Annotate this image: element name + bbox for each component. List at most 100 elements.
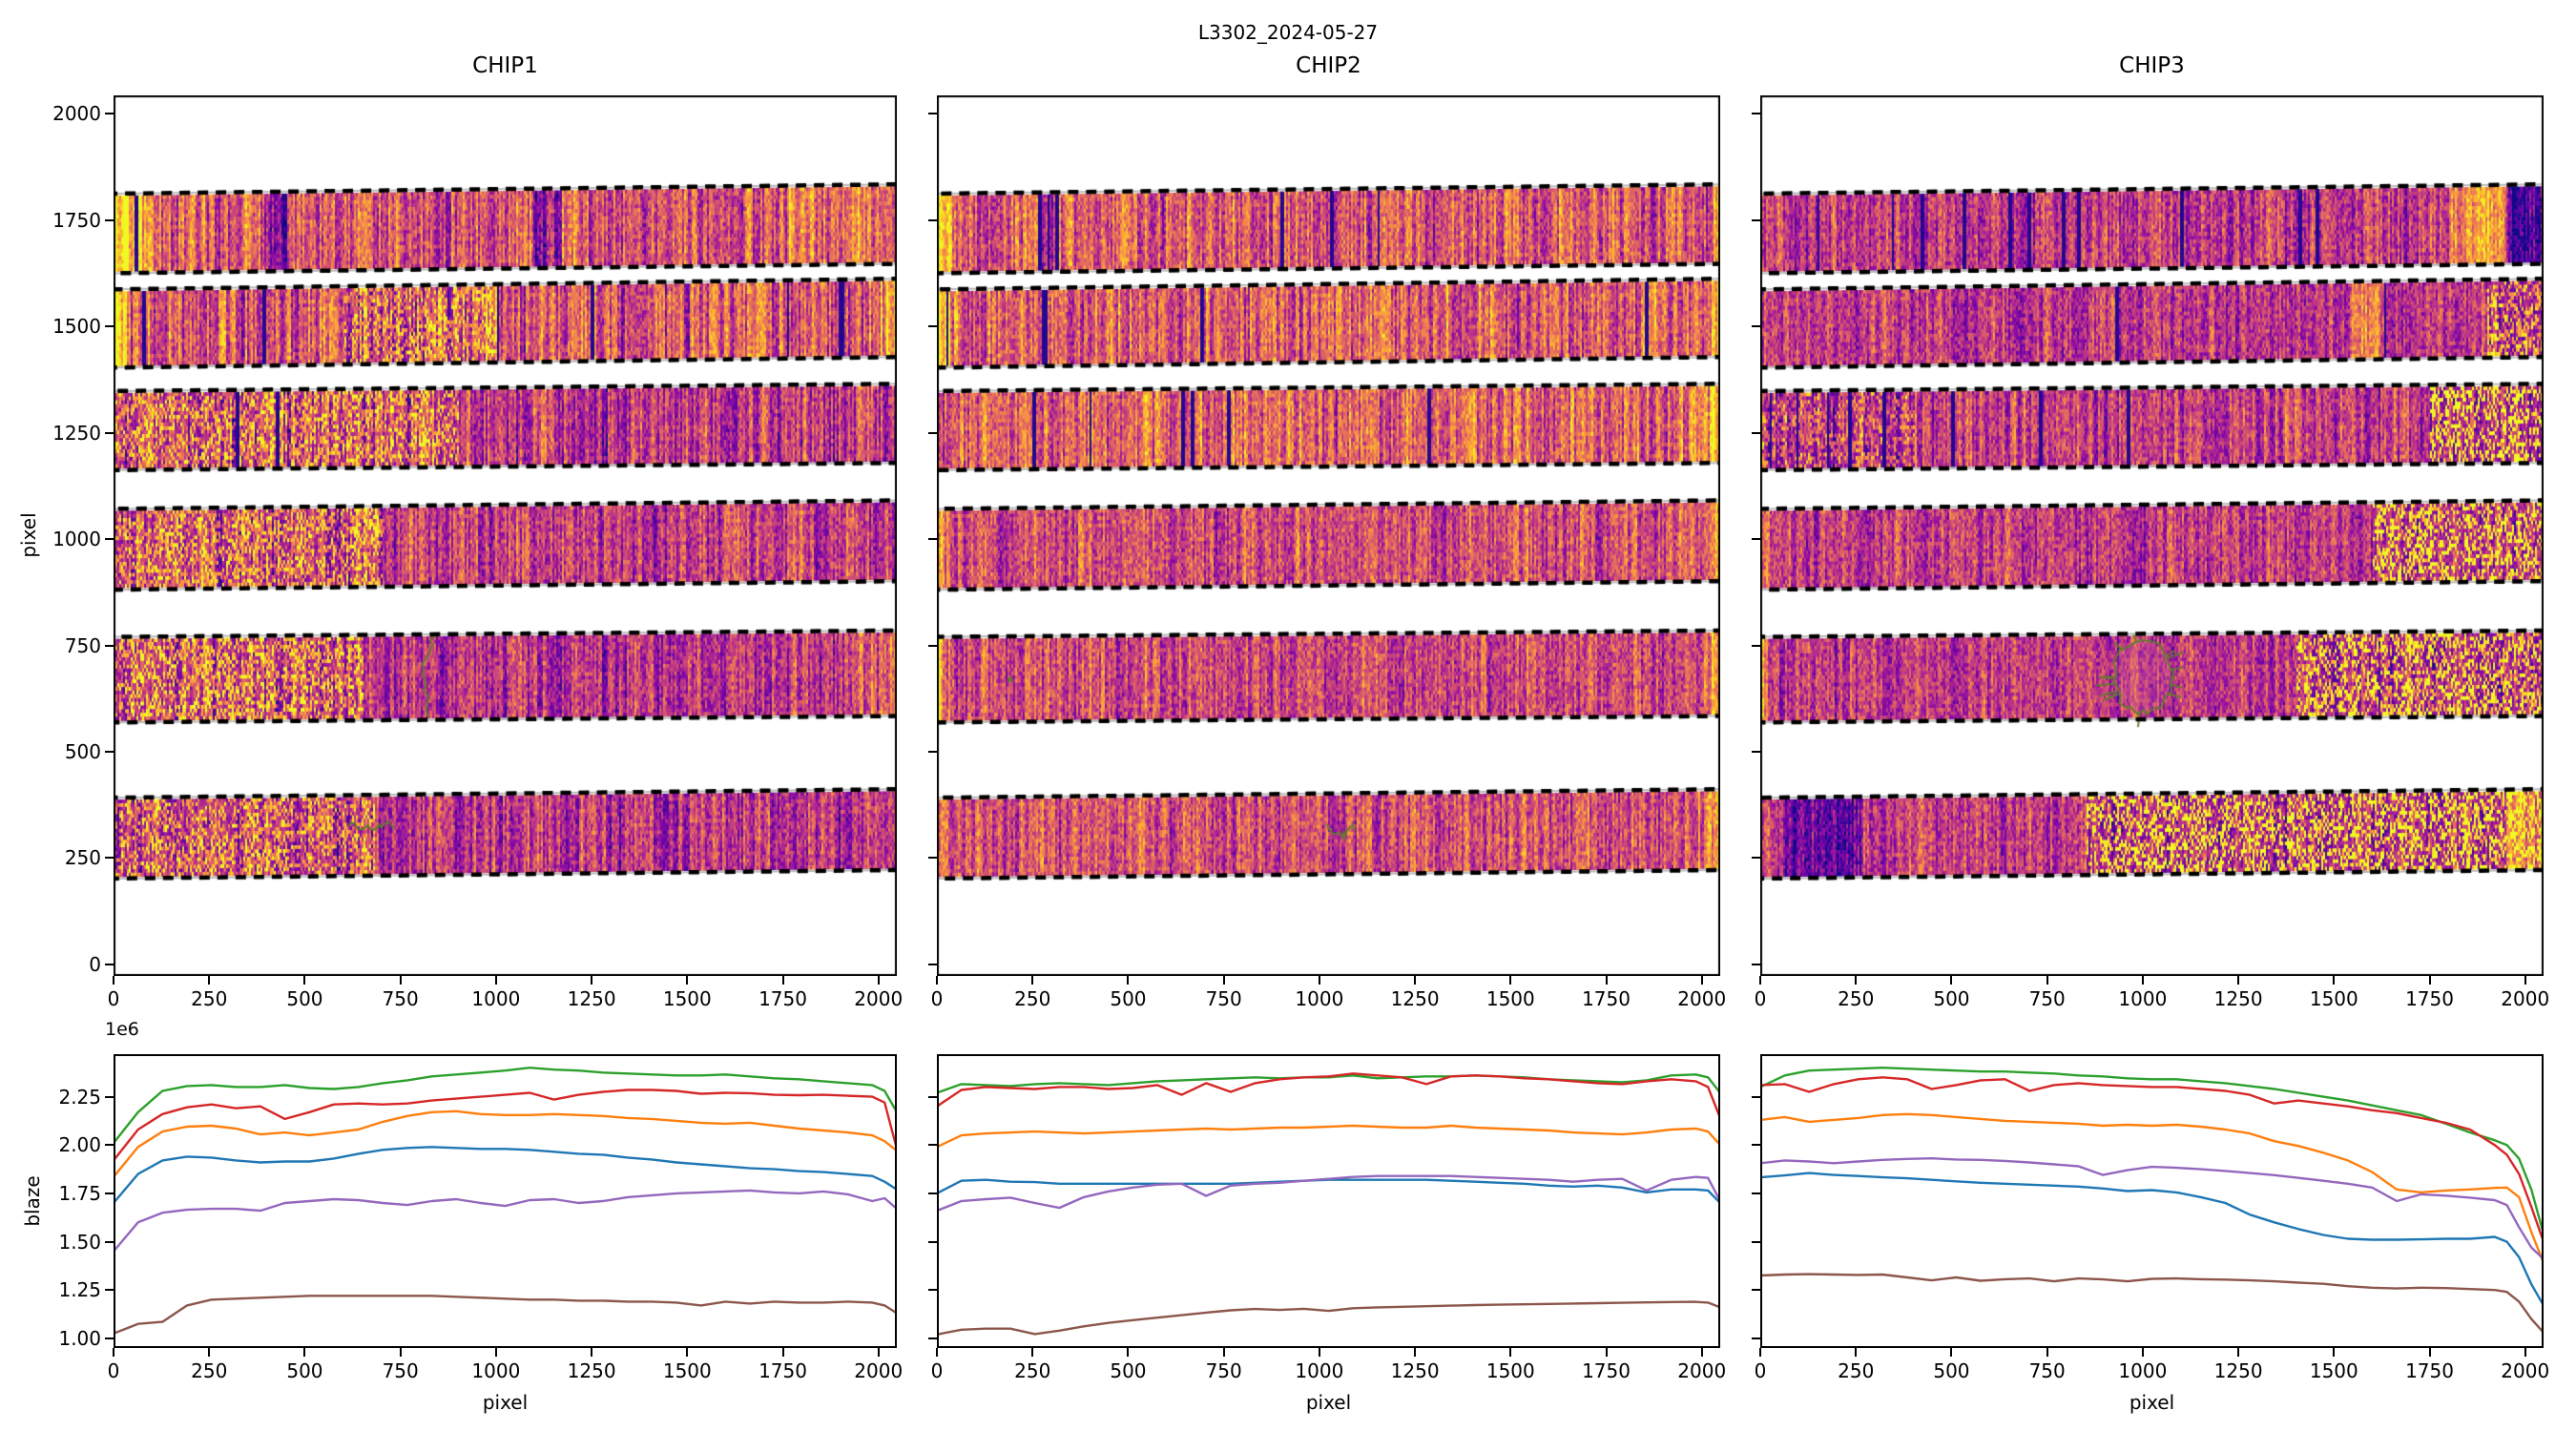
tick-label: 1000 (2118, 987, 2168, 1010)
tick-label: 2000 (52, 102, 101, 126)
tick-mark (928, 1192, 937, 1194)
tick-mark (303, 1348, 306, 1357)
tick-mark (1127, 976, 1130, 985)
tick-label: 500 (64, 740, 101, 763)
tick-label: 1250 (1390, 987, 1440, 1010)
tick-mark (1127, 1348, 1130, 1357)
tick-mark (105, 1095, 114, 1098)
tick-mark (105, 1289, 114, 1292)
tick-label: 1750 (2405, 1359, 2454, 1382)
tick-mark (2141, 1348, 2144, 1357)
tick-mark (781, 1348, 784, 1357)
tick-mark (928, 857, 937, 860)
tick-mark (208, 1348, 211, 1357)
tick-label: 1000 (1295, 987, 1344, 1010)
tick-mark (208, 976, 211, 985)
chip1-title: CHIP1 (472, 53, 538, 78)
tick-mark (781, 976, 784, 985)
axes-frame (937, 1054, 1720, 1348)
tick-label: 1250 (1390, 1359, 1440, 1382)
tick-label: 1000 (1295, 1359, 1344, 1382)
chip1_blaze-svg (114, 1054, 897, 1348)
tick-label: 250 (1014, 987, 1051, 1010)
tick-mark (686, 1348, 689, 1357)
tick-label: 1000 (2118, 1359, 2168, 1382)
blaze-series-brown (1760, 1273, 2544, 1334)
tick-mark (1222, 1348, 1225, 1357)
tick-label: 1500 (1485, 987, 1535, 1010)
tick-label: 1.75 (58, 1181, 101, 1205)
tick-mark (105, 113, 114, 115)
tick-mark (105, 1144, 114, 1147)
tick-label: 1500 (2309, 1359, 2358, 1382)
tick-mark (1950, 976, 1953, 985)
chip1-blaze-plot (114, 1054, 897, 1348)
tick-mark (105, 218, 114, 221)
tick-mark (928, 538, 937, 541)
tick-mark (877, 1348, 880, 1357)
tick-mark (113, 1348, 114, 1357)
tick-label: 1000 (471, 1359, 521, 1382)
tick-label: 1.25 (58, 1278, 101, 1302)
tick-label: 0 (930, 987, 944, 1010)
chip3-x-axis-label: pixel (2129, 1391, 2175, 1414)
tick-mark (1318, 976, 1320, 985)
tick-label: 1750 (758, 1359, 807, 1382)
tick-mark (928, 1337, 937, 1339)
tick-mark (1752, 1095, 1760, 1098)
tick-mark (591, 1348, 593, 1357)
blaze-series-green (1760, 1067, 2544, 1234)
blaze-series-red (937, 1072, 1720, 1119)
tick-label: 1000 (471, 987, 521, 1010)
tick-mark (2237, 976, 2240, 985)
tick-mark (494, 1348, 497, 1357)
tick-mark (1222, 976, 1225, 985)
tick-label: 1250 (567, 987, 616, 1010)
tick-mark (2428, 1348, 2431, 1357)
tick-label: 0 (89, 952, 101, 976)
axes-frame (1760, 1054, 2544, 1348)
chip2-orders-plot (937, 95, 1720, 976)
tick-mark (928, 751, 937, 753)
tick-label: 1500 (2309, 987, 2358, 1010)
tick-mark (2237, 1348, 2240, 1357)
tick-label: 0 (1754, 987, 1767, 1010)
tick-label: 2000 (854, 1359, 904, 1382)
tick-mark (936, 1348, 938, 1357)
chip3_blaze-svg (1760, 1054, 2544, 1348)
tick-mark (105, 431, 114, 434)
tick-label: 1.50 (58, 1230, 101, 1254)
tick-mark (105, 538, 114, 541)
tick-mark (105, 857, 114, 860)
tick-mark (1414, 1348, 1417, 1357)
tick-mark (1759, 1348, 1761, 1357)
tick-mark (2046, 976, 2048, 985)
y-axis-offset-text: 1e6 (105, 1019, 139, 1040)
tick-mark (1031, 1348, 1034, 1357)
tick-mark (1752, 644, 1760, 647)
tick-mark (1509, 976, 1512, 985)
tick-mark (1752, 325, 1760, 328)
tick-label: 1.00 (58, 1326, 101, 1350)
tick-mark (928, 1095, 937, 1098)
tick-mark (1752, 751, 1760, 753)
tick-label: 2000 (1677, 1359, 1727, 1382)
tick-label: 1750 (52, 208, 101, 232)
tick-mark (928, 1240, 937, 1243)
chip1-orders-plot (114, 95, 897, 976)
tick-mark (1752, 431, 1760, 434)
tick-mark (105, 325, 114, 328)
blaze-series-brown (114, 1295, 897, 1335)
tick-mark (1855, 1348, 1858, 1357)
tick-mark (105, 1192, 114, 1194)
tick-label: 0 (107, 1359, 120, 1382)
tick-mark (1950, 1348, 1953, 1357)
blaze-series-red (114, 1089, 897, 1162)
tick-mark (2333, 1348, 2336, 1357)
tick-mark (105, 751, 114, 753)
tick-label: 500 (286, 1359, 323, 1382)
chip3_orders-canvas (1760, 95, 2544, 976)
tick-mark (686, 976, 689, 985)
tick-mark (1605, 976, 1608, 985)
tick-mark (936, 976, 938, 985)
